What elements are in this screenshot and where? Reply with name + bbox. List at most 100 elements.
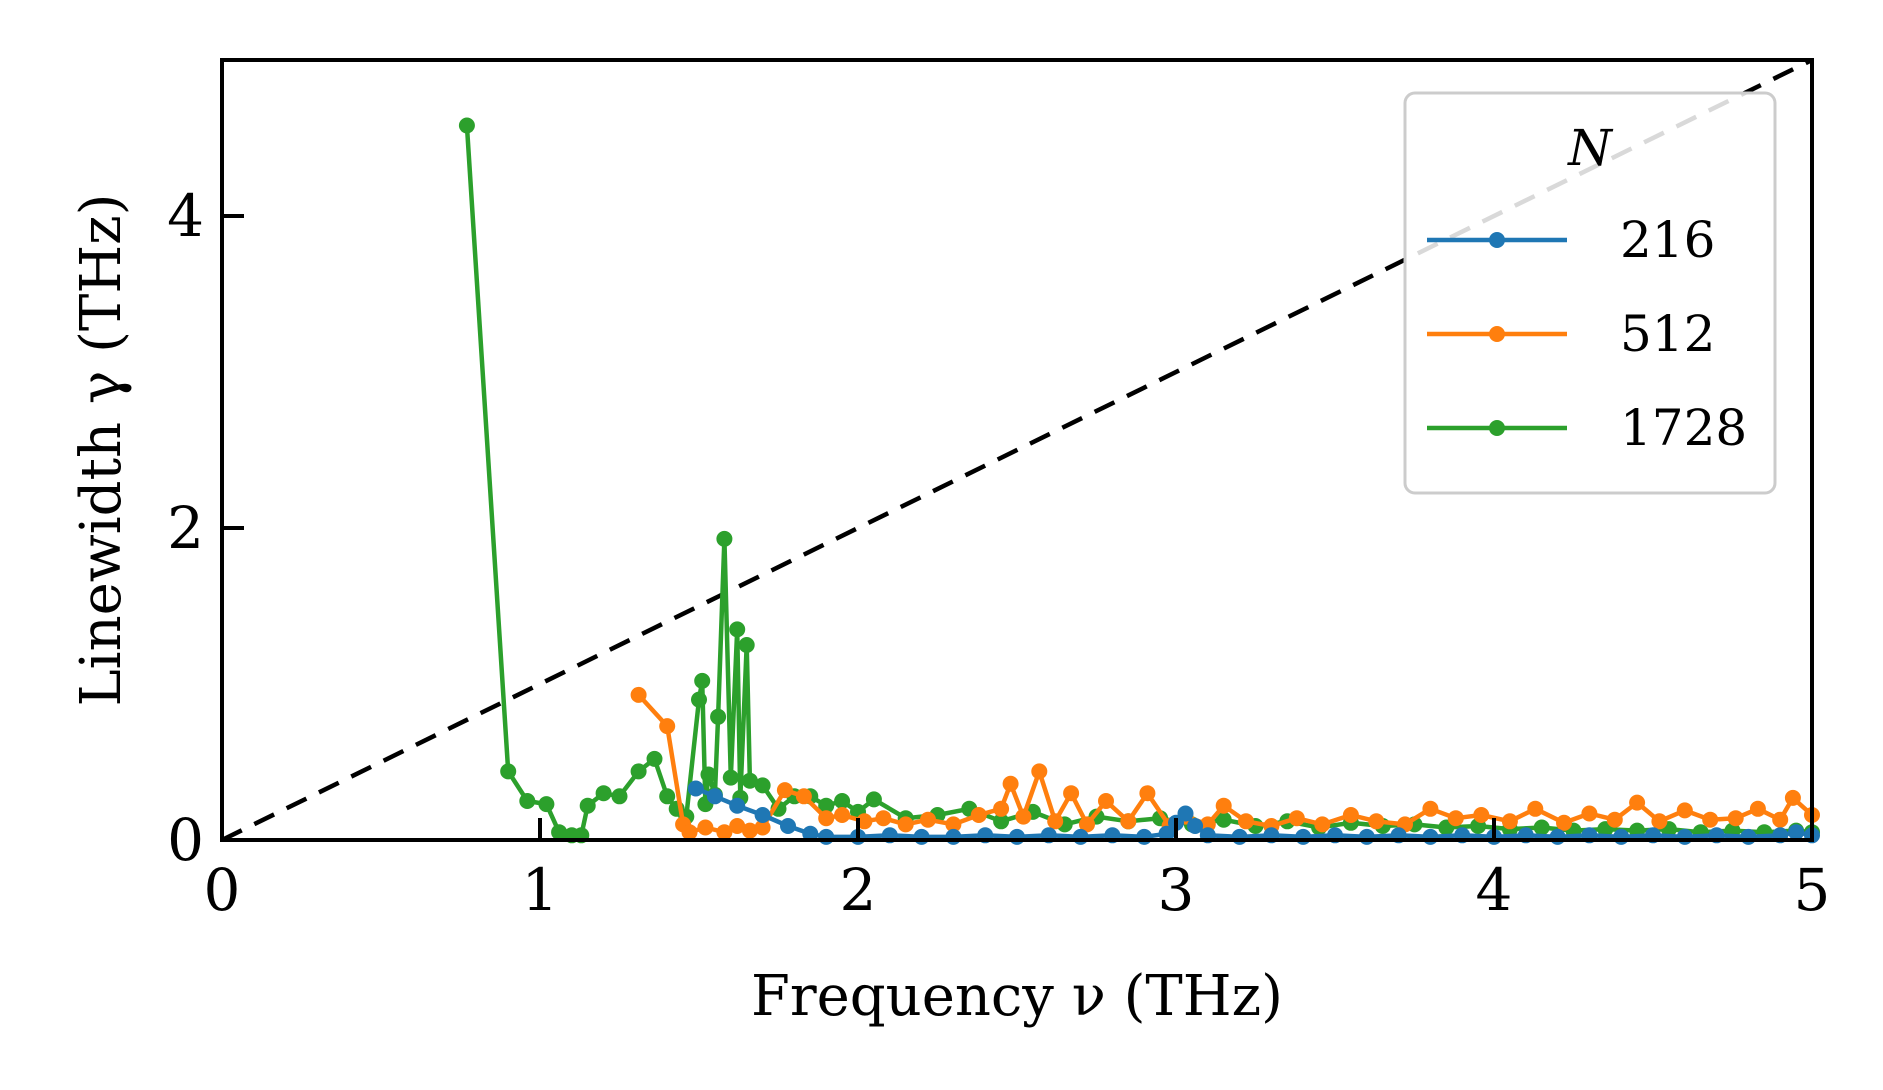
data-point-512 <box>1120 813 1137 830</box>
legend-entry-1728: 1728 <box>1427 399 1747 457</box>
y-tick-label: 2 <box>167 494 204 562</box>
legend-marker-216 <box>1489 232 1505 248</box>
data-point-216 <box>1613 828 1630 845</box>
data-point-1728 <box>722 769 739 786</box>
data-point-512 <box>1079 816 1095 833</box>
data-point-512 <box>1098 793 1114 809</box>
data-point-512 <box>1676 802 1693 819</box>
data-point-216 <box>1788 824 1805 841</box>
axis-ticks: 0 1 2 3 4 5 0 2 4 <box>167 182 1830 924</box>
legend-label-1728: 1728 <box>1620 399 1747 457</box>
data-point-512 <box>897 816 914 833</box>
legend-entry-216: 216 <box>1427 211 1715 269</box>
legend-label-216: 216 <box>1620 211 1715 269</box>
data-point-512 <box>795 788 812 805</box>
data-point-1728 <box>716 530 733 547</box>
data-point-216 <box>945 828 962 845</box>
data-point-512 <box>1606 811 1623 828</box>
legend-marker-512 <box>1489 326 1505 342</box>
data-point-1728 <box>834 793 851 809</box>
data-point-512 <box>681 824 698 841</box>
data-point-512 <box>741 822 758 839</box>
data-point-512 <box>1422 800 1439 817</box>
data-point-512 <box>945 816 962 833</box>
data-point-512 <box>1581 805 1598 822</box>
legend-entry-512: 512 <box>1427 305 1715 363</box>
data-point-512 <box>1215 797 1232 814</box>
data-point-512 <box>1047 813 1064 830</box>
data-point-1728 <box>630 763 647 780</box>
data-point-512 <box>1002 775 1019 792</box>
x-axis-label: Frequency ν (THz) <box>751 964 1283 1029</box>
x-tick-label: 1 <box>522 856 559 924</box>
data-point-216 <box>1009 828 1025 845</box>
data-point-216 <box>1136 828 1153 845</box>
data-point-512 <box>1368 813 1385 830</box>
series-1728 <box>458 117 1820 844</box>
data-point-216 <box>1740 828 1757 845</box>
data-point-1728 <box>754 777 771 794</box>
data-point-512 <box>1314 816 1331 833</box>
data-point-512 <box>1473 807 1490 823</box>
data-point-216 <box>687 780 704 797</box>
data-point-512 <box>1702 811 1719 828</box>
data-point-512 <box>1749 800 1766 817</box>
data-point-1728 <box>646 750 663 767</box>
data-point-512 <box>1238 813 1254 830</box>
data-point-216 <box>1676 828 1693 845</box>
data-point-216 <box>729 797 746 814</box>
data-point-512 <box>776 782 793 799</box>
data-point-512 <box>697 819 714 836</box>
data-point-512 <box>1288 810 1305 827</box>
data-point-512 <box>1784 789 1801 806</box>
data-point-216 <box>1231 828 1248 845</box>
data-point-512 <box>1629 794 1646 811</box>
data-point-1728 <box>579 797 596 814</box>
data-point-1728 <box>710 708 727 725</box>
data-point-1728 <box>738 637 755 653</box>
y-tick-label: 4 <box>167 182 204 250</box>
y-axis-label: Linewidth γ (THz) <box>69 193 134 706</box>
x-tick-label: 5 <box>1794 856 1831 924</box>
legend-marker-1728 <box>1489 420 1505 436</box>
data-point-512 <box>856 813 873 830</box>
data-point-1728 <box>500 763 517 780</box>
data-point-512 <box>1556 814 1572 831</box>
x-tick-label: 2 <box>840 856 877 924</box>
reference-line-dashed <box>221 57 1813 843</box>
y-tick-label: 0 <box>167 806 204 874</box>
data-point-512 <box>659 718 676 735</box>
series-512 <box>630 686 1820 841</box>
legend-entries: 216 512 1728 <box>1427 211 1747 457</box>
data-point-216 <box>818 828 835 845</box>
data-point-512 <box>1139 785 1156 802</box>
data-point-1728 <box>551 824 568 841</box>
data-point-512 <box>1031 763 1048 780</box>
data-point-512 <box>875 810 892 827</box>
data-point-512 <box>1772 811 1789 828</box>
data-point-216 <box>913 828 930 845</box>
data-point-512 <box>1501 813 1518 830</box>
plot-frame <box>220 58 1814 842</box>
data-point-1728 <box>611 788 628 805</box>
data-point-1728 <box>691 691 707 708</box>
data-point-512 <box>729 818 746 834</box>
data-point-1728 <box>993 813 1010 830</box>
data-point-512 <box>1527 800 1544 817</box>
data-point-1728 <box>865 791 882 808</box>
legend: N 216 512 1728 <box>1403 91 1777 495</box>
data-point-512 <box>818 810 835 827</box>
data-point-512 <box>1015 808 1032 825</box>
legend-box <box>1403 91 1777 495</box>
data-point-1728 <box>538 796 555 813</box>
x-tick-label: 0 <box>204 856 241 924</box>
data-point-512 <box>920 811 936 828</box>
data-point-1728 <box>659 788 676 805</box>
data-point-1728 <box>700 766 717 783</box>
data-point-1728 <box>458 117 475 134</box>
data-point-216 <box>802 825 819 842</box>
data-point-512 <box>970 807 987 823</box>
data-point-216 <box>754 807 771 823</box>
data-point-216 <box>1072 828 1089 845</box>
